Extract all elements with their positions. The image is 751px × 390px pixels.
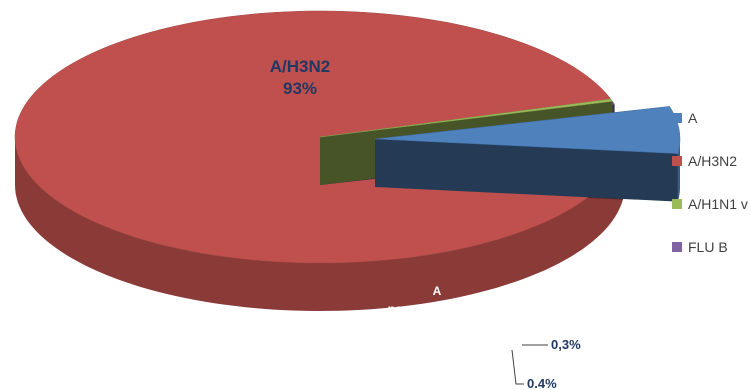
legend-item-a-h1n1v: A/H1N1 v (672, 192, 748, 216)
slice-wall (15, 137, 623, 311)
legend-label-a-h3n2: A/H3N2 (688, 153, 738, 169)
legend: A A/H3N2 A/H1N1 v FLU B (672, 106, 748, 278)
data-label-a-h1n1v: 0,3% (551, 337, 581, 352)
legend-item-a: A (672, 106, 748, 130)
slice-edge (375, 139, 678, 202)
slice-wall (677, 139, 680, 202)
slice-top (14, 10, 624, 264)
data-label-a-h3n2: A/H3N2 93% (270, 57, 330, 98)
legend-label-flu-b: FLU B (688, 239, 728, 255)
slice-a (374, 106, 681, 202)
leader-line-flu-b (511, 349, 524, 385)
slice-top (374, 106, 681, 154)
legend-item-flu-b: FLU B (672, 235, 748, 259)
legend-swatch-a-h3n2 (672, 156, 682, 166)
slice-top (319, 98, 613, 138)
legend-swatch-a (672, 113, 682, 123)
data-label-flu-b: 0.4% (527, 376, 557, 390)
legend-item-a-h3n2: A/H3N2 (672, 149, 748, 173)
legend-swatch-flu-b (672, 242, 682, 252)
legend-label-a-h1n1v: A/H1N1 v (688, 196, 748, 212)
legend-swatch-a-h1n1v (672, 199, 682, 209)
legend-label-a: A (688, 110, 698, 126)
